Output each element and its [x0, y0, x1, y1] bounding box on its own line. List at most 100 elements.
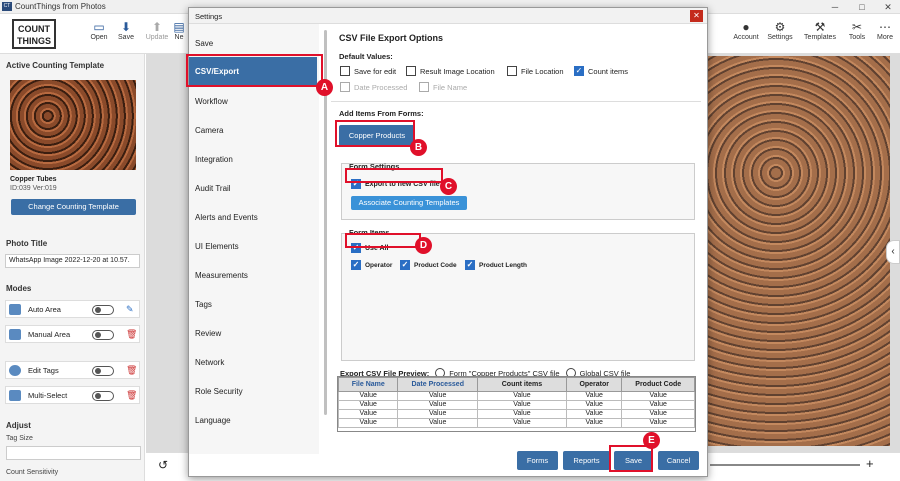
checkbox-box — [419, 82, 429, 92]
tools-button[interactable]: ✂ Tools — [843, 20, 871, 41]
checkbox-label: Product Length — [479, 261, 528, 269]
csv-preview-grid: File Name Date Processed Count items Ope… — [337, 376, 696, 432]
callout-box-e — [609, 445, 653, 472]
product-length-checkbox[interactable]: ✓ Product Length — [465, 260, 527, 270]
auto-area-icon — [9, 304, 21, 315]
result-image-location-checkbox[interactable]: Result Image Location — [406, 66, 495, 76]
copper-products-button[interactable]: Copper Products — [339, 125, 415, 146]
grid-cell: Value — [565, 391, 623, 401]
save-settings-button[interactable]: Save — [614, 451, 653, 470]
adjust-heading: Adjust — [6, 421, 31, 430]
nav-tags[interactable]: Tags — [195, 300, 212, 309]
trash-icon[interactable]: 🗑 — [126, 365, 138, 375]
template-name: Copper Tubes — [10, 176, 57, 183]
nav-language[interactable]: Language — [195, 416, 231, 425]
window-close-button[interactable]: ✕ — [884, 2, 892, 12]
templates-button[interactable]: ⚒ Templates — [801, 20, 839, 41]
settings-button[interactable]: ⚙ Settings — [764, 20, 796, 41]
settings-dialog: Settings ✕ Save CSV/Export Workflow Camer… — [188, 7, 708, 477]
file-name-checkbox: File Name — [419, 82, 467, 92]
grid-header[interactable]: Count items — [476, 377, 567, 392]
checkbox-label: Save for edit — [354, 66, 397, 76]
trash-icon[interactable]: 🗑 — [126, 329, 138, 339]
template-id: ID:039 Ver:019 — [10, 185, 57, 192]
tag-size-slider[interactable] — [6, 446, 141, 460]
export-new-csv-checkbox[interactable]: ✓ Export to new CSV file — [351, 179, 440, 189]
nav-audit-trail[interactable]: Audit Trail — [195, 184, 231, 193]
divider — [331, 101, 701, 102]
grid-header[interactable]: File Name — [337, 377, 399, 392]
update-icon: ⬆ — [151, 20, 163, 34]
settings-label: Settings — [767, 34, 793, 41]
grid-cell: Value — [565, 418, 623, 428]
minimize-button[interactable]: ─ — [831, 2, 839, 12]
update-button[interactable]: ⬆ Update — [142, 20, 172, 41]
mode-edit-tags[interactable]: Edit Tags 🗑 — [5, 361, 140, 379]
mode-auto-area[interactable]: Auto Area ✎ — [5, 300, 140, 318]
trash-icon[interactable]: 🗑 — [126, 390, 138, 400]
photo-image — [700, 56, 890, 446]
auto-area-toggle[interactable] — [92, 305, 114, 315]
mode-manual-area[interactable]: Manual Area 🗑 — [5, 325, 140, 343]
count-items-checkbox[interactable]: ✓ Count items — [574, 66, 628, 76]
templates-label: Templates — [804, 34, 836, 41]
manual-area-toggle[interactable] — [92, 330, 114, 340]
callout-badge-c: C — [440, 178, 457, 195]
save-button[interactable]: ⬇ Save — [111, 20, 141, 41]
nav-network[interactable]: Network — [195, 358, 225, 367]
dialog-close-button[interactable]: ✕ — [690, 10, 703, 22]
cancel-button[interactable]: Cancel — [658, 451, 699, 470]
nav-measurements[interactable]: Measurements — [195, 271, 248, 280]
forms-button[interactable]: Forms — [517, 451, 558, 470]
grid-header[interactable]: Product Code — [621, 377, 695, 392]
nav-review[interactable]: Review — [195, 329, 222, 338]
nav-workflow[interactable]: Workflow — [195, 97, 228, 106]
zoom-in-icon[interactable]: + — [866, 456, 874, 471]
save-for-edit-checkbox[interactable]: Save for edit — [340, 66, 396, 76]
date-processed-checkbox: Date Processed — [340, 82, 407, 92]
associate-templates-button[interactable]: Associate Counting Templates — [351, 196, 467, 210]
open-button[interactable]: ▭ Open — [84, 20, 114, 41]
nav-csv-export[interactable]: CSV/Export — [189, 57, 317, 87]
reset-icon[interactable]: ↺ — [158, 458, 169, 472]
callout-badge-a: A — [316, 79, 333, 96]
more-button[interactable]: ⋯ More — [871, 20, 899, 41]
checkmark-icon: ✓ — [400, 260, 410, 270]
product-code-checkbox[interactable]: ✓ Product Code — [400, 260, 457, 270]
edit-tags-toggle[interactable] — [92, 366, 114, 376]
nav-alerts-events[interactable]: Alerts and Events — [195, 213, 258, 222]
change-template-button[interactable]: Change Counting Template — [11, 199, 136, 215]
grid-cell: Value — [476, 391, 567, 401]
nav-scrollbar[interactable] — [324, 30, 327, 415]
checkbox-label: Date Processed — [354, 82, 408, 92]
photo-title-input[interactable]: WhatsApp Image 2022-12-20 at 10.57. — [5, 254, 140, 268]
new-button[interactable]: ▤ Ne — [170, 20, 188, 41]
callout-box-c — [345, 168, 443, 183]
zoom-slider[interactable] — [710, 464, 860, 466]
checkbox-box — [340, 82, 350, 92]
checkbox-label: Product Code — [414, 261, 457, 269]
logo-text-top: COUNT — [18, 24, 50, 34]
nav-camera[interactable]: Camera — [195, 126, 224, 135]
grid-header[interactable]: Operator — [565, 377, 623, 392]
reports-button[interactable]: Reports — [563, 451, 610, 470]
nav-save[interactable]: Save — [195, 39, 214, 48]
nav-role-security[interactable]: Role Security — [195, 387, 243, 396]
account-button[interactable]: ● Account — [730, 20, 762, 41]
chevron-left-icon[interactable]: ‹ — [886, 240, 900, 264]
grid-cell: Value — [337, 400, 399, 410]
edit-icon[interactable]: ✎ — [126, 304, 134, 314]
table-row: Value Value Value Value Value — [337, 391, 695, 401]
file-location-checkbox[interactable]: File Location — [507, 66, 564, 76]
tools-icon: ✂ — [851, 20, 863, 34]
nav-integration[interactable]: Integration — [195, 155, 233, 164]
maximize-button[interactable]: □ — [859, 2, 865, 12]
multi-select-toggle[interactable] — [92, 391, 114, 401]
checkbox-label: Count items — [588, 66, 629, 76]
new-icon: ▤ — [173, 20, 185, 34]
preview-label: Export CSV File Preview: — [340, 368, 430, 378]
grid-header[interactable]: Date Processed — [397, 377, 478, 392]
mode-multi-select[interactable]: Multi-Select 🗑 — [5, 386, 140, 404]
nav-ui-elements[interactable]: UI Elements — [195, 242, 239, 251]
operator-checkbox[interactable]: ✓ Operator — [351, 260, 392, 270]
